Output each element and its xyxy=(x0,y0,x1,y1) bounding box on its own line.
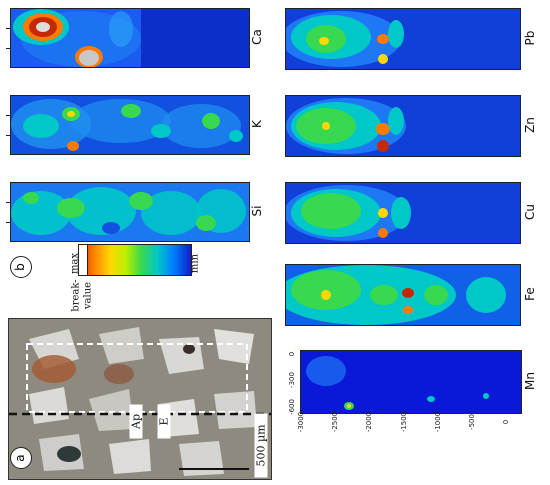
label-fe: Fe xyxy=(523,287,537,301)
mn-xtick-2: 0 xyxy=(288,351,296,357)
pb-heatmap xyxy=(286,9,520,69)
thin-section-image xyxy=(9,319,271,479)
panel-letter-b: b xyxy=(10,256,32,278)
colorbar-break-label-2: value xyxy=(82,281,94,310)
colorbar xyxy=(78,244,192,276)
si-heatmap xyxy=(11,183,249,241)
mn-ytick-1: -2500 xyxy=(331,411,339,433)
map-zn xyxy=(285,95,521,157)
label-k: K xyxy=(250,120,264,128)
colorbar-break-label-1: break- xyxy=(70,279,82,312)
mn-ytick-3: -1500 xyxy=(400,411,408,433)
thin-section-photo: Ap E 500 µm xyxy=(8,318,272,480)
panel-letter-a: a xyxy=(10,447,32,469)
horizon-e-label: E xyxy=(157,404,171,439)
mn-ytick-5: -500 xyxy=(468,414,476,430)
map-mn xyxy=(300,350,522,414)
horizon-ap-label: Ap xyxy=(129,404,143,439)
map-si xyxy=(10,182,250,242)
ca-heatmap xyxy=(11,9,141,67)
tick xyxy=(6,222,10,223)
tick xyxy=(6,115,10,116)
map-fe xyxy=(285,264,521,326)
tick xyxy=(6,48,10,49)
mn-ytick-0: -3000 xyxy=(297,411,305,433)
scale-bar-label: 500 µm xyxy=(254,413,268,478)
mn-heatmap xyxy=(301,351,521,413)
mn-ytick-6: 0 xyxy=(502,419,510,425)
map-pb xyxy=(285,8,521,70)
fe-heatmap xyxy=(286,265,520,325)
label-mn: Mn xyxy=(523,372,537,390)
mn-ytick-4: -1000 xyxy=(434,411,442,433)
label-zn: Zn xyxy=(523,117,537,133)
tick xyxy=(6,135,10,136)
colorbar-break xyxy=(79,245,88,275)
label-ca: Ca xyxy=(250,29,264,45)
map-k xyxy=(10,95,250,155)
zn-heatmap xyxy=(286,96,520,156)
cu-heatmap xyxy=(286,183,520,243)
tick xyxy=(6,28,10,29)
map-cu xyxy=(285,182,521,244)
label-cu: Cu xyxy=(523,204,537,220)
label-pb: Pb xyxy=(523,30,537,46)
mn-xtick-0: -600 xyxy=(288,399,296,415)
map-ca xyxy=(10,8,250,68)
mn-xtick-1: -300 xyxy=(288,372,296,388)
mn-ytick-2: -2000 xyxy=(365,411,373,433)
k-heatmap xyxy=(11,96,249,154)
label-si: Si xyxy=(250,205,264,217)
tick xyxy=(6,202,10,203)
